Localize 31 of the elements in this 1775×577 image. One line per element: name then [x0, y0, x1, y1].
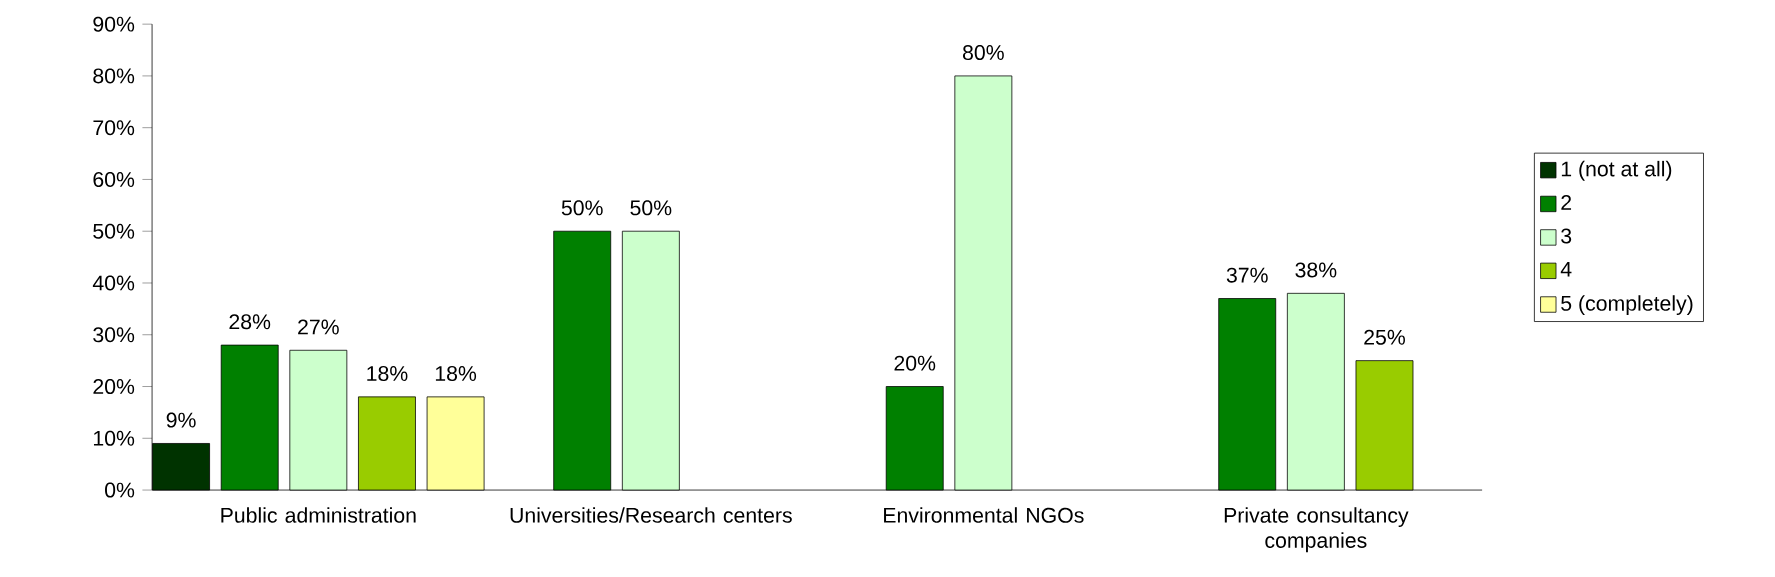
x-tick-label: Environmental NGOs [884, 507, 1084, 523]
y-tick-label: 90% [93, 16, 135, 32]
x-tick-label: Universities/Research centers [510, 507, 792, 523]
y-tick-label: 40% [92, 275, 135, 291]
data-label: 27% [298, 319, 339, 335]
y-tick-label: 20% [93, 379, 135, 395]
y-tick-label: 80% [93, 68, 135, 84]
data-label: 9% [166, 412, 196, 428]
data-label: 37% [1226, 267, 1268, 283]
y-tick-label: 70% [93, 120, 135, 136]
y-tick-label: 10% [93, 430, 135, 446]
data-label: 20% [894, 355, 936, 371]
data-label: 18% [367, 365, 408, 382]
data-label: 80% [962, 45, 1004, 61]
data-label: 25% [1364, 329, 1405, 345]
legend-label: 5 (completely) [1561, 295, 1693, 316]
legend-label: 3 [1561, 228, 1572, 244]
y-tick-label: 60% [93, 171, 135, 187]
y-tick-label: 30% [93, 327, 135, 343]
legend-label: 4 [1560, 261, 1572, 277]
legend-label: 1 (not at all) [1561, 160, 1672, 181]
data-label: 50% [630, 200, 672, 216]
legend-label: 2 [1561, 194, 1572, 210]
x-tick-label: Private consultancy companies [1224, 507, 1409, 553]
data-label: 38% [1295, 262, 1337, 278]
y-tick-label: 50% [93, 223, 135, 239]
data-label: 28% [229, 314, 271, 330]
data-label: 50% [561, 200, 603, 216]
data-label: 18% [435, 365, 477, 382]
x-tick-label: Public administration [221, 507, 416, 523]
y-tick-label: 0% [105, 482, 135, 498]
